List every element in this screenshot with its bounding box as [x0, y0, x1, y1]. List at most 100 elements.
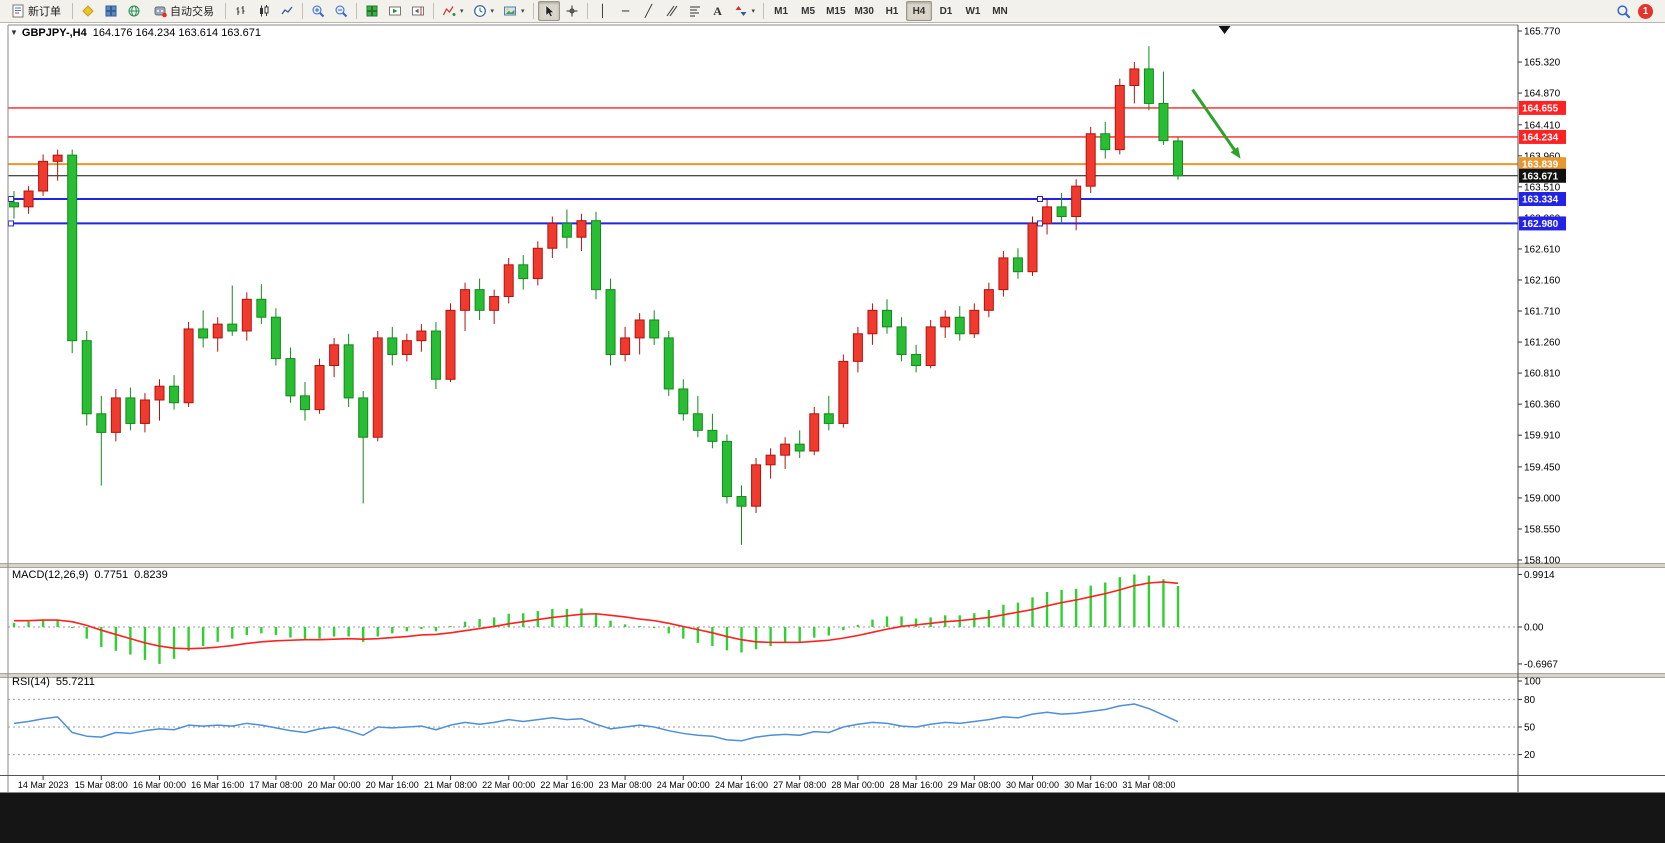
fibonacci-tool-button[interactable] — [684, 1, 706, 21]
search-icon — [1617, 4, 1631, 18]
chevron-down-icon: ▾ — [751, 8, 756, 15]
svg-text:14 Mar 2023: 14 Mar 2023 — [18, 780, 69, 790]
price-badge-164.234 — [1519, 129, 1566, 144]
yellow-diamond-button[interactable] — [77, 1, 99, 21]
chevron-down-icon: ▾ — [460, 8, 464, 15]
rsi-line — [13, 703, 1179, 742]
timeframe-m30-button[interactable]: M30 — [851, 1, 878, 21]
indicators-button[interactable]: ▾ — [438, 1, 468, 21]
time-axis[interactable]: 14 Mar 2023 15 Mar 08:00 16 Mar 00:00 16 Ma… — [18, 775, 1176, 791]
rsi-layer — [13, 703, 1179, 742]
vertical-line-tool-button[interactable]: │ — [592, 1, 614, 21]
splitter-1[interactable] — [0, 563, 1665, 568]
chart-shift-button[interactable] — [407, 1, 429, 21]
price-badge-164.655 — [1519, 100, 1566, 115]
auto-scroll-button[interactable] — [384, 1, 406, 21]
price-badge-162.980 — [1519, 216, 1566, 231]
new-order-button[interactable]: 新订单 — [4, 1, 68, 21]
chart-shift-marker[interactable] — [1218, 26, 1231, 34]
svg-text:24 Mar 16:00: 24 Mar 16:00 — [715, 780, 768, 790]
vertical-line-icon: │ — [598, 4, 607, 18]
bar-chart-type-button[interactable] — [230, 1, 252, 21]
crosshair-icon — [566, 5, 578, 17]
search-button[interactable] — [1612, 1, 1635, 21]
line-handle[interactable] — [8, 220, 14, 227]
svg-text:24 Mar 00:00: 24 Mar 00:00 — [657, 780, 710, 790]
new-order-icon — [12, 4, 24, 18]
rsi-value: 55.7211 — [55, 676, 95, 688]
timeframe-m15-button[interactable]: M15 — [822, 1, 849, 21]
zoom-in-icon — [312, 5, 325, 18]
toolbar-separator — [72, 3, 73, 19]
chart-frame — [0, 24, 1665, 793]
svg-text:30 Mar 00:00: 30 Mar 00:00 — [1006, 780, 1059, 790]
line-handle[interactable] — [1037, 220, 1043, 227]
clock-icon — [473, 5, 486, 17]
timeframe-mn-button[interactable]: MN — [987, 1, 1013, 21]
candlestick-type-button[interactable] — [253, 1, 275, 21]
annotations-layer[interactable] — [1191, 26, 1241, 159]
toolbar-separator — [532, 3, 534, 19]
candles-layer — [9, 46, 1183, 545]
zoom-in-button[interactable] — [307, 1, 329, 21]
candlestick-icon — [260, 5, 269, 17]
chevron-down-icon: ▾ — [490, 8, 495, 15]
autotrading-button[interactable]: 自动交易 — [146, 1, 221, 21]
svg-text:163.839: 163.839 — [1522, 160, 1559, 171]
svg-text:164.410: 164.410 — [1524, 120, 1561, 131]
zoom-out-button[interactable] — [330, 1, 352, 21]
svg-text:161.260: 161.260 — [1524, 338, 1561, 349]
periods-button[interactable]: ▾ — [469, 1, 499, 21]
timeframe-m1-button[interactable]: M1 — [768, 1, 794, 21]
zoom-out-icon — [335, 5, 348, 18]
templates-button[interactable]: ▾ — [499, 1, 529, 21]
timeframe-h1-button[interactable]: H1 — [879, 1, 905, 21]
svg-text:165.770: 165.770 — [1524, 27, 1561, 38]
cursor-tool-button[interactable] — [537, 1, 560, 21]
autotrading-icon — [154, 6, 167, 18]
svg-text:162.160: 162.160 — [1524, 275, 1561, 286]
crosshair-tool-button[interactable] — [561, 1, 583, 21]
chart-title: ▼ GBPJPY-,H4 164.176 164.234 163.614 163.6… — [10, 27, 261, 39]
tile-windows-icon — [366, 5, 378, 17]
timeframe-m5-button[interactable]: M5 — [795, 1, 821, 21]
channel-tool-button[interactable] — [661, 1, 683, 21]
bottom-dark-strip — [0, 793, 1665, 843]
new-order-label: 新订单 — [28, 6, 61, 18]
chart-menu-icon[interactable]: ▼ — [10, 28, 18, 37]
timeframe-d1-button[interactable]: D1 — [933, 1, 959, 21]
svg-text:159.450: 159.450 — [1524, 462, 1561, 473]
timeframe-h4-button[interactable]: H4 — [905, 1, 932, 21]
trendline-icon: ╱ — [644, 4, 653, 18]
svg-text:164.655: 164.655 — [1522, 103, 1559, 114]
line-handle[interactable] — [8, 196, 14, 203]
line-chart-type-button[interactable] — [276, 1, 298, 21]
toolbar-separator — [586, 3, 588, 19]
yellow-diamond-icon — [82, 5, 94, 17]
tile-windows-button[interactable] — [361, 1, 383, 21]
arrows-tool-button[interactable]: ▾ — [730, 1, 760, 21]
blue-panels-button[interactable] — [100, 1, 122, 21]
svg-text:50: 50 — [1524, 723, 1536, 734]
globe-button[interactable] — [123, 1, 145, 21]
horizontal-line-tool-button[interactable]: ─ — [615, 1, 637, 21]
splitter-2[interactable] — [0, 673, 1665, 678]
timeframe-w1-button[interactable]: W1 — [960, 1, 986, 21]
svg-text:162.610: 162.610 — [1524, 244, 1561, 255]
toolbar-separator — [356, 3, 357, 19]
svg-text:164.234: 164.234 — [1522, 132, 1559, 143]
svg-text:22 Mar 00:00: 22 Mar 00:00 — [482, 780, 535, 790]
text-tool-button[interactable]: A — [707, 1, 729, 21]
line-handle[interactable] — [1037, 196, 1043, 203]
toolbar-separator — [433, 3, 434, 19]
svg-text:20 Mar 16:00: 20 Mar 16:00 — [366, 780, 419, 790]
svg-text:163.960: 163.960 — [1524, 151, 1561, 162]
chart-canvas[interactable]: 165.770 165.320 164.870 164.410 163.960 163.5… — [0, 23, 1665, 843]
notification-badge[interactable]: 1 — [1638, 3, 1653, 19]
svg-text:160.360: 160.360 — [1524, 400, 1561, 411]
macd-signal-line — [14, 581, 1179, 650]
svg-text:80: 80 — [1524, 695, 1536, 706]
trendline-tool-button[interactable]: ╱ — [638, 1, 660, 21]
